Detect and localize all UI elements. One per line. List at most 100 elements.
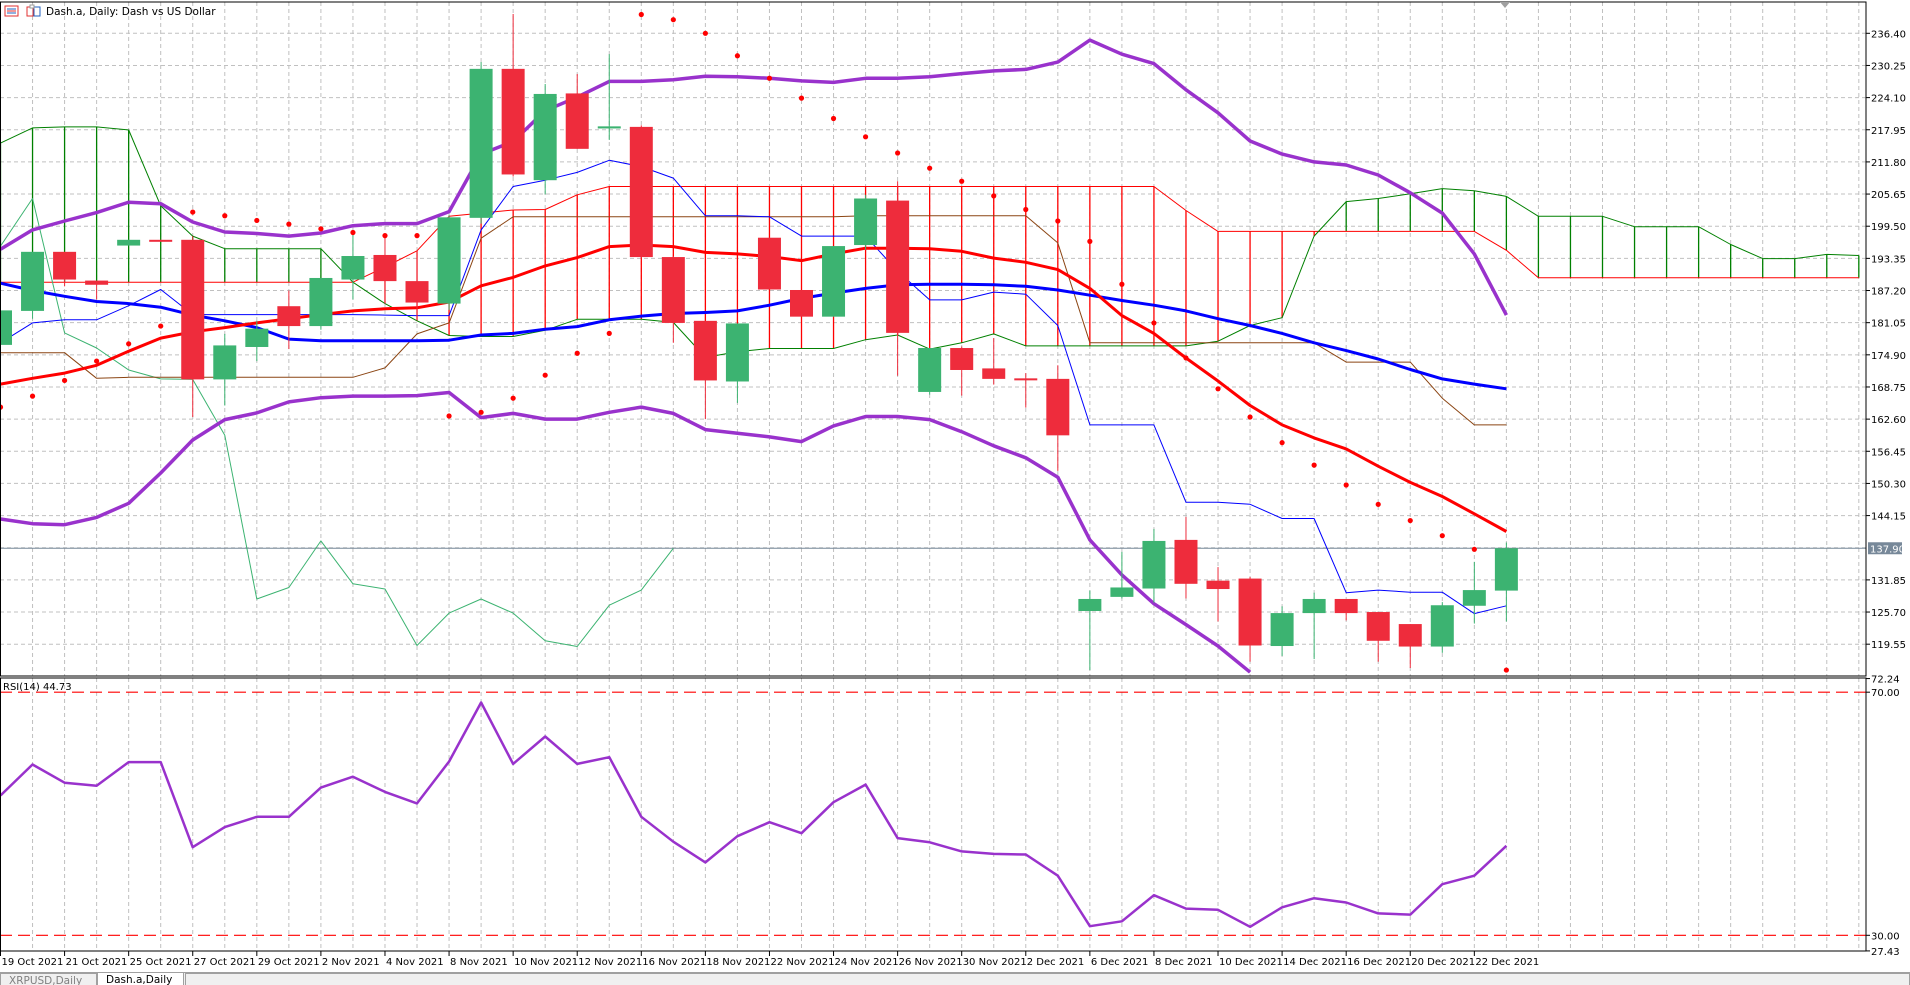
price-axis-label: 236.40 (1871, 29, 1906, 40)
bullish-candle (1110, 551, 1134, 599)
date-axis-label: 4 Nov 2021 (386, 957, 444, 968)
sar-dot (29, 393, 36, 399)
price-axis-label: 230.25 (1871, 61, 1906, 72)
sar-dot (670, 17, 676, 23)
sar-dot (542, 372, 548, 378)
grid (0, 2, 1866, 676)
date-axis-label: 20 Dec 2021 (1411, 957, 1475, 968)
candle-body (533, 93, 557, 181)
axes: 236.40 230.25 224.10 217.95 211.80 205.65 199.… (0, 1, 1906, 968)
date-axis-label: 29 Oct 2021 (258, 957, 320, 968)
bearish-candle (85, 280, 109, 300)
candle-body (1270, 613, 1294, 647)
date-axis-label: 26 Nov 2021 (899, 957, 963, 968)
candle-body (1302, 598, 1326, 614)
main-panel-frame (0, 1, 1867, 677)
sar-dot (158, 323, 164, 329)
sar-dot (574, 350, 580, 356)
bollinger-middle-line (0, 243, 1508, 533)
bullish-candle (918, 348, 942, 395)
bullish-candle (1462, 561, 1486, 624)
candle-body (565, 93, 589, 149)
price-axis-label: 144.15 (1871, 512, 1906, 523)
candle-body (341, 256, 365, 280)
date-axis-label: 8 Dec 2021 (1155, 957, 1213, 968)
list-icon[interactable] (4, 5, 19, 17)
tab-dash-daily[interactable]: Dash.a,Daily (97, 972, 184, 985)
candle-body (725, 323, 749, 382)
sar-dot (798, 95, 805, 101)
price-axis-label: 211.80 (1871, 158, 1906, 169)
bollinger-upper-band (0, 38, 1508, 316)
candle-body (181, 239, 205, 380)
bearish-candle (982, 338, 1006, 385)
bearish-candle (53, 251, 77, 287)
bearish-candle (790, 289, 813, 317)
bollinger-lower-band (0, 390, 1252, 674)
bearish-candle (373, 234, 397, 304)
sar-dot (1311, 462, 1317, 468)
price-axis-label: 125.70 (1871, 608, 1906, 619)
date-axis-label: 16 Dec 2021 (1347, 957, 1411, 968)
candle-body (0, 310, 12, 345)
candle-body (1366, 612, 1390, 641)
bearish-candle (1366, 612, 1390, 662)
candle-body (117, 239, 141, 246)
sar-dot (1215, 386, 1221, 392)
date-axis-label: 30 Nov 2021 (963, 957, 1027, 968)
bearish-candle (501, 13, 525, 177)
candle-body (53, 251, 77, 280)
sar-dot (702, 30, 708, 36)
price-axis-label: 199.50 (1871, 222, 1906, 233)
candle-body (950, 348, 974, 370)
price-axis-label: 156.45 (1871, 447, 1906, 458)
bearish-candle (1174, 516, 1198, 599)
sar-dot (1343, 482, 1349, 488)
price-axis-label: 174.90 (1871, 351, 1906, 362)
chart-shift-marker[interactable] (1500, 2, 1510, 8)
candle-body (1398, 624, 1422, 647)
sar-dot (190, 209, 196, 215)
date-axis-label: 19 Oct 2021 (2, 957, 64, 968)
candle-body (1494, 548, 1518, 591)
sar-dot (927, 165, 933, 171)
candle-body (982, 368, 1006, 379)
chart-window-icon[interactable] (26, 4, 41, 17)
candle-body (501, 68, 525, 175)
chart-title: Dash.a, Daily: Dash vs US Dollar (46, 6, 216, 18)
sar-dot (1279, 440, 1285, 446)
sar-dot (1247, 414, 1253, 420)
tab-xrpusd-daily[interactable]: XRPUSD,Daily (0, 973, 97, 985)
candle-body (21, 251, 45, 311)
sar-dot (222, 213, 228, 219)
chart-header: Dash.a, Daily: Dash vs US Dollar (4, 4, 216, 18)
bullish-candle (725, 323, 749, 403)
bearish-candle (1398, 624, 1422, 668)
candle-body (213, 345, 237, 380)
price-axis-label: 187.20 (1871, 287, 1906, 298)
sar-dot (734, 53, 741, 59)
sar-dot (1087, 238, 1093, 244)
sar-dot (1407, 517, 1413, 524)
sar-dot (895, 150, 901, 156)
sar-dot (1151, 320, 1157, 326)
sar-dot (126, 341, 132, 347)
sar-dot (510, 395, 516, 401)
tenkan-sen-line (0, 159, 1507, 615)
indicator-lines (0, 38, 1508, 674)
bullish-candle (213, 333, 237, 406)
bullish-candle (21, 251, 45, 319)
bullish-candle (533, 84, 557, 195)
sar-dot (254, 217, 260, 224)
bearish-candle (1014, 373, 1038, 408)
bearish-candle (1334, 598, 1358, 621)
sar-dot (350, 229, 356, 236)
bullish-candle (341, 231, 365, 300)
price-axis-label: 119.55 (1871, 640, 1906, 651)
candle-body (1462, 590, 1486, 606)
candle-body (1046, 378, 1070, 436)
candle-body (1334, 598, 1358, 614)
date-axis-label: 27 Oct 2021 (194, 957, 256, 968)
date-axis-label: 8 Nov 2021 (450, 957, 508, 968)
